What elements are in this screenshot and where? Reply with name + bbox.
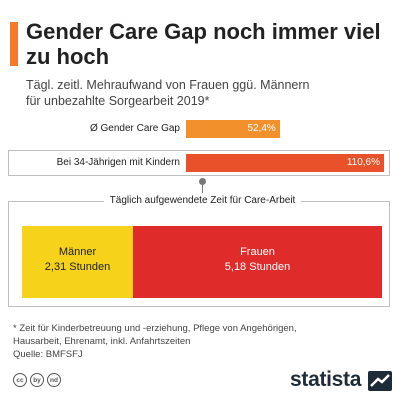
bar-avg: [186, 120, 280, 138]
segment-women-category: Frauen: [240, 246, 275, 258]
bar-value-avg: 52,4%: [247, 123, 276, 134]
segment-men-value: 2,31 Stunden: [44, 261, 111, 273]
care-time-title: Täglich aufgewendete Zeit für Care-Arbei…: [0, 194, 405, 208]
no-derivatives-icon[interactable]: nd: [47, 373, 61, 387]
connector-line: [202, 181, 203, 193]
segment-women-value: 5,18 Stunden: [224, 261, 291, 273]
chart-subtitle: Tägl. zeitl. Mehraufwand von Frauen ggü.…: [26, 77, 396, 109]
license-icons: cc by nd: [13, 373, 61, 387]
segment-men-category: Männer: [58, 246, 97, 258]
bar-label-avg: Ø Gender Care Gap: [89, 123, 180, 134]
segment-women-label: Frauen 5,18 Stunden: [133, 245, 382, 275]
source-text: Quelle: BMFSFJ: [13, 349, 83, 360]
title-accent-bar: [10, 22, 18, 66]
footnote-line-1: * Zeit für Kinderbetreuung und -erziehun…: [13, 323, 297, 334]
statista-logo-icon: [368, 371, 392, 391]
footnote-line-2: Hausarbeit, Ehrenamt, inkl. Anfahrtszeit…: [13, 336, 191, 347]
bar-label-parents: Bei 34-Jährigen mit Kindern: [56, 157, 180, 168]
subtitle-line-2: für unbezahlte Sorgearbeit 2019*: [26, 94, 210, 108]
statista-brand[interactable]: statista: [290, 368, 362, 391]
footnote: * Zeit für Kinderbetreuung und -erziehun…: [13, 322, 393, 361]
segment-men: [22, 226, 134, 298]
cc-icon[interactable]: cc: [13, 373, 27, 387]
chart-title: Gender Care Gap noch immer viel zu hoch: [26, 19, 381, 69]
segment-women: [133, 226, 382, 298]
subtitle-line-1: Tägl. zeitl. Mehraufwand von Frauen ggü.…: [26, 78, 310, 92]
bar-parents: [186, 154, 384, 172]
segment-men-label: Männer 2,31 Stunden: [22, 245, 133, 275]
bar-value-parents: 110,6%: [346, 157, 380, 168]
attribution-icon[interactable]: by: [30, 373, 44, 387]
bar-row-frame-parents: [8, 150, 390, 176]
